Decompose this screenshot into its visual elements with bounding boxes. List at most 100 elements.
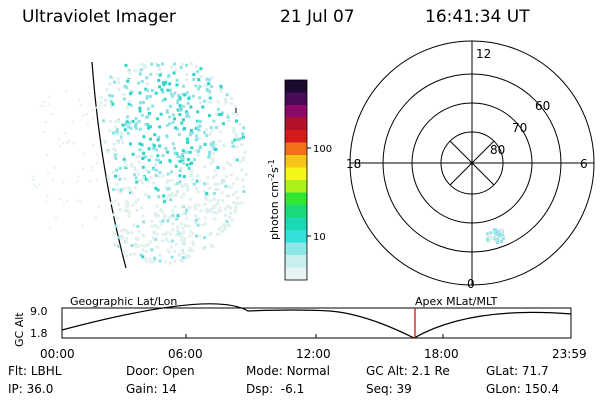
emission-pixel (223, 98, 227, 102)
emission-pixel (152, 167, 156, 171)
emission-pixel (129, 253, 133, 256)
emission-pixel (185, 208, 189, 212)
emission-pixel (47, 172, 50, 175)
emission-pixel (77, 175, 80, 178)
polar-emission-patch (485, 228, 505, 244)
emission-pixel (162, 216, 166, 220)
emission-pixel (176, 214, 180, 218)
color-scale-segment (285, 255, 307, 268)
emission-pixel (157, 135, 161, 139)
emission-pixel (173, 205, 177, 209)
emission-pixel (163, 214, 167, 217)
mlat-label-70: 70 (512, 121, 527, 135)
polar-emission-pixel (493, 231, 497, 235)
emission-pixel (140, 233, 144, 237)
emission-pixel (194, 203, 198, 207)
info-mode-value: Normal (286, 364, 330, 378)
emission-pixel (212, 206, 216, 209)
polar-emission-pixel (500, 240, 503, 243)
emission-pixel (131, 152, 135, 156)
emission-pixel (105, 88, 109, 92)
emission-pixel (217, 232, 221, 236)
emission-pixel (185, 163, 189, 167)
emission-pixel (215, 211, 219, 215)
emission-pixel (82, 114, 85, 117)
emission-pixel (127, 125, 131, 129)
emission-pixel (154, 186, 158, 190)
emission-pixel (111, 131, 115, 135)
emission-pixel (182, 84, 185, 88)
emission-pixel (232, 128, 236, 132)
emission-pixel (195, 179, 199, 183)
emission-pixel (230, 218, 234, 222)
emission-pixel (111, 147, 115, 151)
emission-pixel (158, 259, 162, 263)
emission-pixel (186, 140, 189, 144)
emission-pixel (219, 113, 223, 117)
info-gain-label: Gain: (126, 382, 158, 396)
emission-pixel (136, 198, 140, 202)
emission-pixel (97, 206, 100, 209)
emission-pixel (191, 94, 195, 98)
emission-pixel (190, 161, 194, 165)
emission-pixel (124, 205, 128, 209)
emission-pixel (149, 72, 153, 76)
emission-pixel (85, 113, 88, 116)
emission-pixel (171, 191, 174, 195)
emission-pixel (181, 155, 185, 159)
emission-pixel (180, 234, 184, 238)
emission-pixel (140, 206, 144, 210)
emission-pixel (53, 166, 56, 169)
emission-pixel (223, 180, 227, 184)
emission-pixel (243, 150, 247, 154)
emission-pixel (229, 211, 233, 215)
emission-pixel (139, 101, 143, 105)
emission-pixel (209, 231, 213, 235)
emission-pixel (227, 194, 231, 198)
emission-pixel (173, 259, 177, 263)
emission-pixel (134, 117, 138, 121)
emission-pixel (111, 170, 115, 174)
emission-pixel (138, 178, 142, 182)
emission-pixel (218, 206, 222, 210)
emission-pixel (221, 122, 225, 126)
emission-pixel (188, 133, 192, 137)
emission-pixel (142, 220, 146, 224)
emission-pixel (192, 243, 196, 247)
emission-pixel (62, 181, 65, 183)
emission-pixel (182, 104, 185, 108)
emission-pixel (222, 166, 226, 170)
emission-pixel (149, 240, 153, 244)
info-dsp-label: Dsp: (246, 382, 274, 396)
emission-pixel (219, 84, 223, 88)
emission-pixel (204, 197, 208, 201)
emission-pixel (46, 154, 48, 156)
emission-pixel (213, 211, 217, 215)
emission-pixel (226, 119, 230, 123)
emission-pixel (154, 168, 158, 172)
emission-pixel (140, 143, 144, 147)
app-title: Ultraviolet Imager (22, 7, 176, 27)
info-ip-label: IP: (8, 382, 23, 396)
emission-pixel (209, 100, 213, 104)
emission-pixel (181, 259, 185, 263)
emission-pixel (192, 73, 196, 76)
emission-pixel (117, 203, 121, 207)
emission-pixel (226, 115, 230, 119)
emission-pixel (135, 127, 138, 130)
emission-pixel (218, 209, 222, 213)
emission-pixel (141, 176, 145, 179)
emission-pixel (155, 204, 159, 208)
emission-pixel (125, 120, 129, 124)
emission-pixel (226, 113, 230, 117)
emission-pixel (180, 204, 184, 208)
emission-pixel (157, 79, 161, 82)
emission-pixel (196, 119, 199, 123)
emission-pixel (115, 130, 119, 134)
color-scale-segment (285, 192, 307, 206)
emission-pixel (174, 193, 177, 197)
emission-pixel (224, 207, 227, 211)
emission-pixel (58, 197, 61, 200)
emission-pixel (180, 62, 184, 66)
emission-pixel (133, 186, 137, 190)
